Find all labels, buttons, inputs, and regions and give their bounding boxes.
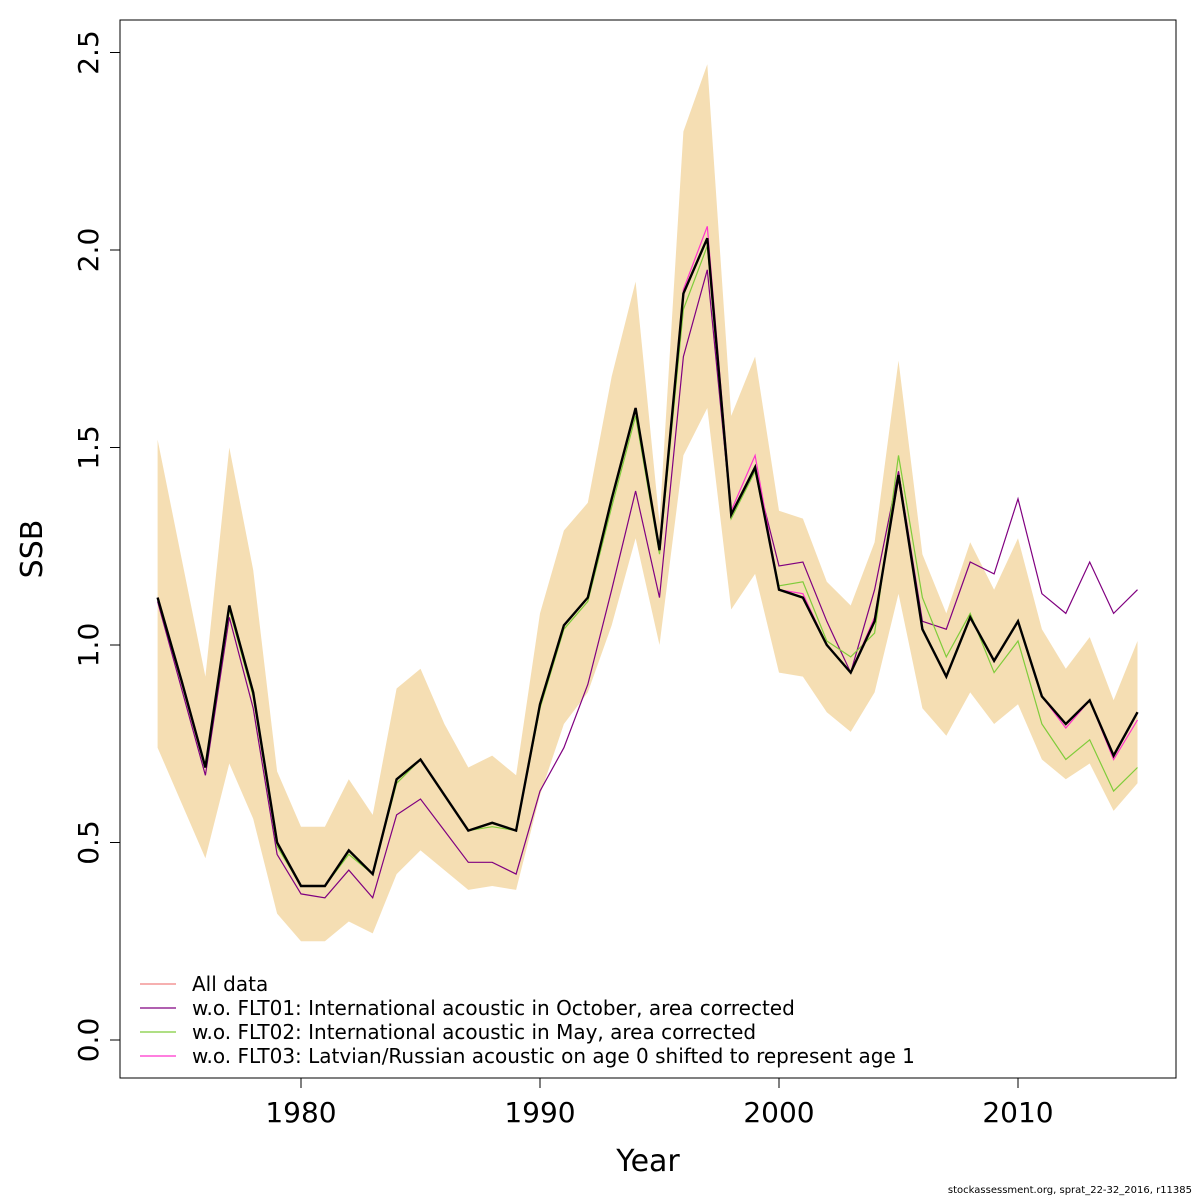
legend-entry: w.o. FLT03: Latvian/Russian acoustic on … [192, 1044, 915, 1068]
y-tick-label: 0.0 [72, 1018, 105, 1063]
y-tick-label: 1.5 [72, 425, 105, 470]
main-ssb-line [156, 237, 1139, 888]
confidence-band [157, 64, 1138, 942]
y-axis-title: SSB [15, 520, 50, 579]
x-tick-label: 2010 [982, 1096, 1053, 1129]
y-axis: 0.0 0.5 1.0 1.5 2.0 2.5 [72, 30, 120, 1062]
x-axis: 1980 1990 2000 2010 [265, 1078, 1054, 1129]
plot-frame [119, 19, 1177, 1079]
series-line-2 [157, 269, 1138, 900]
series-lines-layer [156, 226, 1139, 900]
x-tick-label: 1990 [504, 1096, 575, 1129]
y-tick-label: 0.5 [72, 820, 105, 865]
y-tick-label: 2.0 [72, 228, 105, 273]
x-tick-label: 2000 [743, 1096, 814, 1129]
legend-entry: w.o. FLT01: International acoustic in Oc… [192, 996, 795, 1020]
confidence-band-layer [157, 64, 1138, 942]
legend-entry: w.o. FLT02: International acoustic in Ma… [192, 1020, 756, 1044]
y-tick-label: 2.5 [72, 30, 105, 75]
footer-note: stockassessment.org, sprat_22-32_2016, r… [947, 1185, 1192, 1196]
y-tick-label: 1.0 [72, 623, 105, 668]
legend-entry: All data [192, 972, 268, 996]
x-tick-label: 1980 [265, 1096, 336, 1129]
x-axis-title: Year [615, 1144, 680, 1179]
